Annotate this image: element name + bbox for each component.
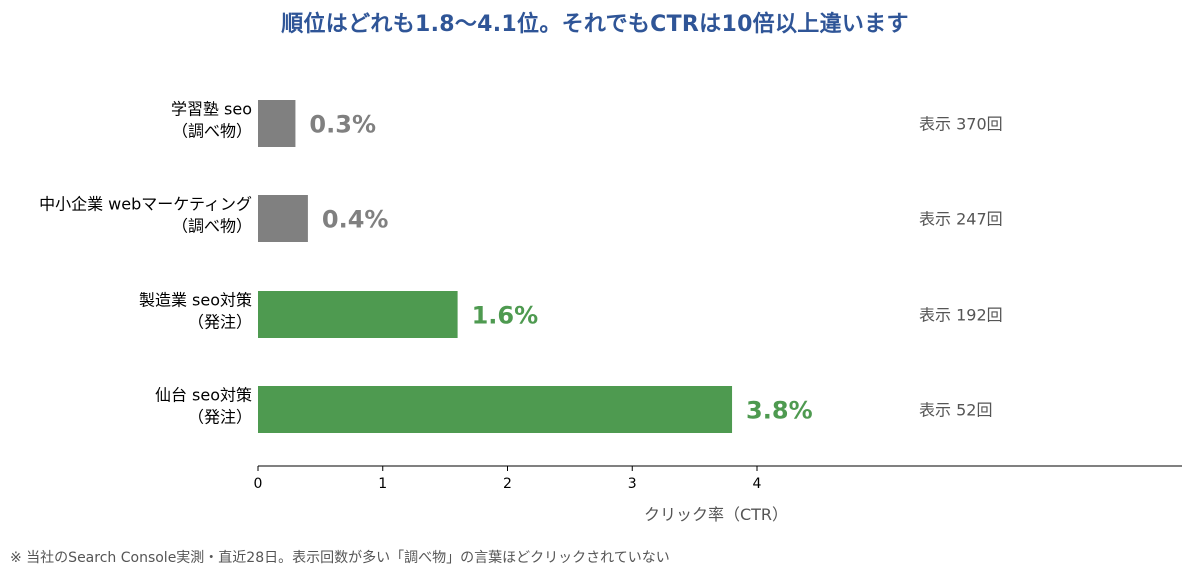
category-label: 中小企業 webマーケティング — [39, 195, 252, 214]
category-label: 製造業 seo対策 — [139, 291, 252, 310]
bar — [258, 100, 296, 147]
x-axis-title: クリック率（CTR） — [644, 505, 788, 524]
value-label: 0.3% — [309, 111, 376, 139]
category-label: （発注） — [188, 408, 252, 427]
x-tick-label: 4 — [753, 476, 762, 492]
bar — [258, 195, 308, 242]
bar — [258, 291, 458, 338]
x-tick-label: 0 — [254, 476, 263, 492]
chart-title: 順位はどれも1.8〜4.1位。それでもCTRは10倍以上違います — [281, 12, 909, 37]
impressions-label: 表示 52回 — [919, 401, 992, 420]
value-label: 0.4% — [322, 206, 389, 234]
category-label: （発注） — [188, 313, 252, 332]
value-label: 1.6% — [472, 302, 539, 330]
bar — [258, 386, 733, 433]
x-tick-label: 1 — [378, 476, 387, 492]
impressions-label: 表示 192回 — [919, 306, 1003, 325]
impressions-label: 表示 370回 — [919, 115, 1003, 134]
category-label: （調べ物） — [172, 122, 252, 141]
value-label: 3.8% — [746, 397, 813, 425]
x-tick-label: 2 — [503, 476, 512, 492]
category-label: （調べ物） — [172, 217, 252, 236]
x-tick-label: 3 — [628, 476, 637, 492]
category-label: 学習塾 seo — [171, 100, 252, 119]
impressions-label: 表示 247回 — [919, 210, 1003, 229]
category-label: 仙台 seo対策 — [155, 386, 252, 405]
footnote: ※ 当社のSearch Console実測・直近28日。表示回数が多い「調べ物」… — [10, 550, 670, 566]
